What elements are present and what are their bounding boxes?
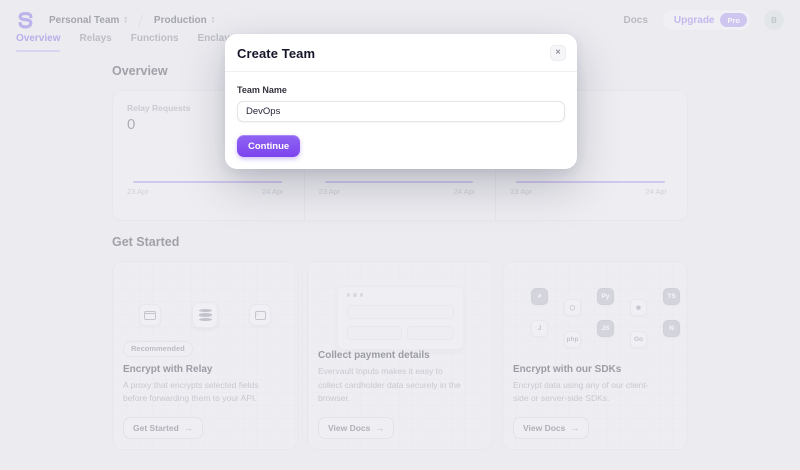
continue-button[interactable]: Continue (237, 135, 301, 157)
team-name-input[interactable] (237, 101, 565, 122)
modal-divider (225, 71, 577, 72)
close-icon[interactable]: × (550, 45, 566, 61)
team-name-label: Team Name (237, 85, 287, 95)
create-team-modal: Create Team × Team Name Continue (225, 34, 577, 169)
modal-title: Create Team (237, 45, 316, 61)
